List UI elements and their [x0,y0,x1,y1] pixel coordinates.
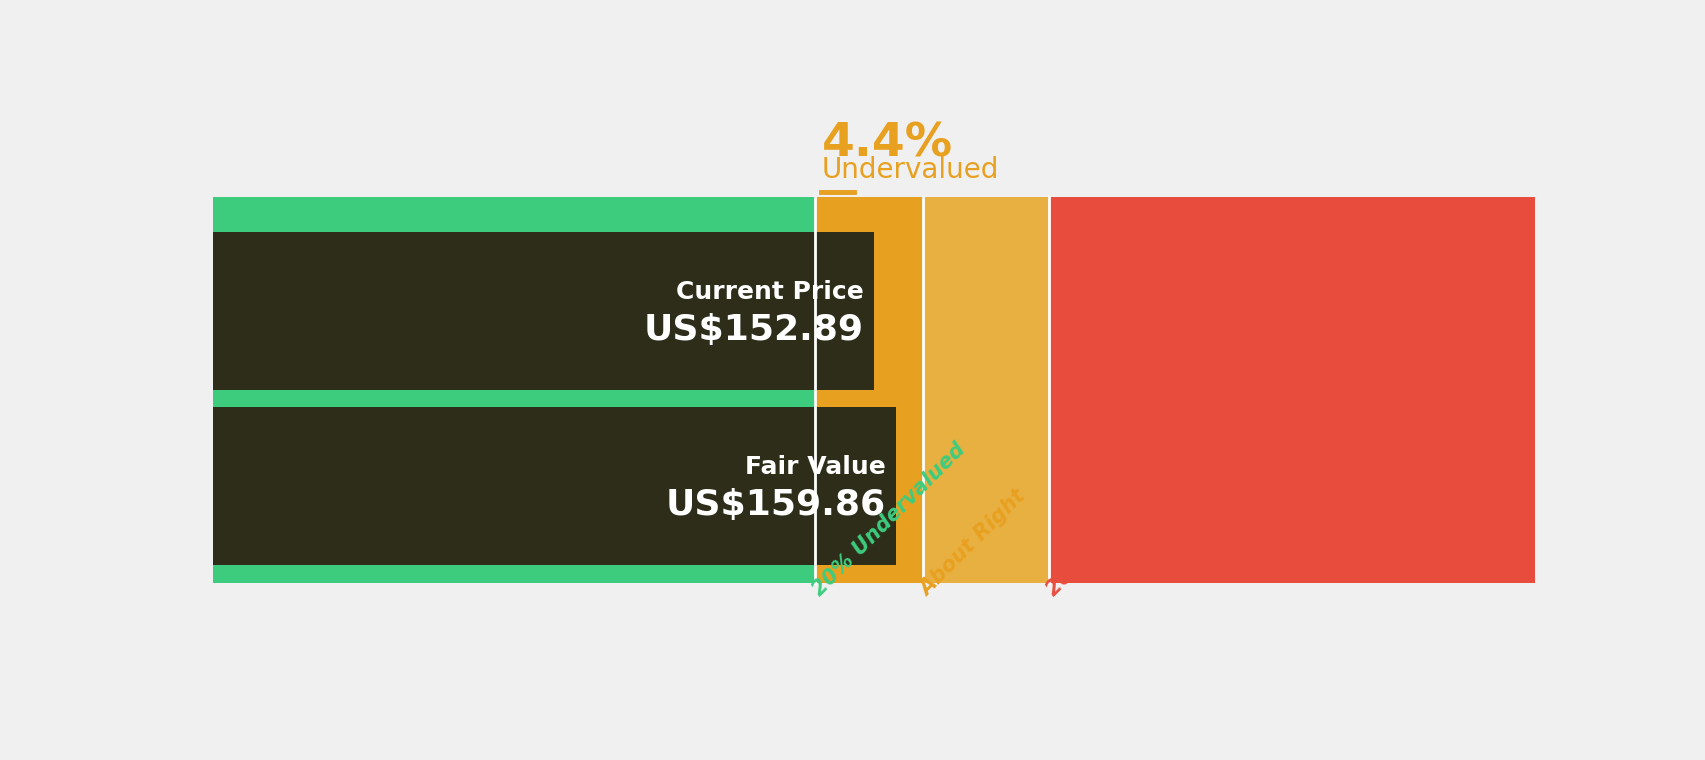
Text: 20% Undervalued: 20% Undervalued [808,439,968,600]
Text: US$152.89: US$152.89 [643,312,863,347]
Bar [213,407,895,565]
Text: US$159.86: US$159.86 [665,488,885,522]
Text: Current Price: Current Price [675,280,863,304]
Text: Fair Value: Fair Value [745,455,885,480]
Bar [922,197,1049,583]
Text: 20% Overvalued: 20% Overvalued [1042,450,1192,600]
Text: Undervalued: Undervalued [822,157,997,184]
Text: 4.4%: 4.4% [822,122,951,166]
Bar [213,232,875,390]
Bar [213,197,1534,583]
Text: About Right: About Right [916,486,1030,600]
Bar [1049,197,1667,583]
Bar [815,197,922,583]
